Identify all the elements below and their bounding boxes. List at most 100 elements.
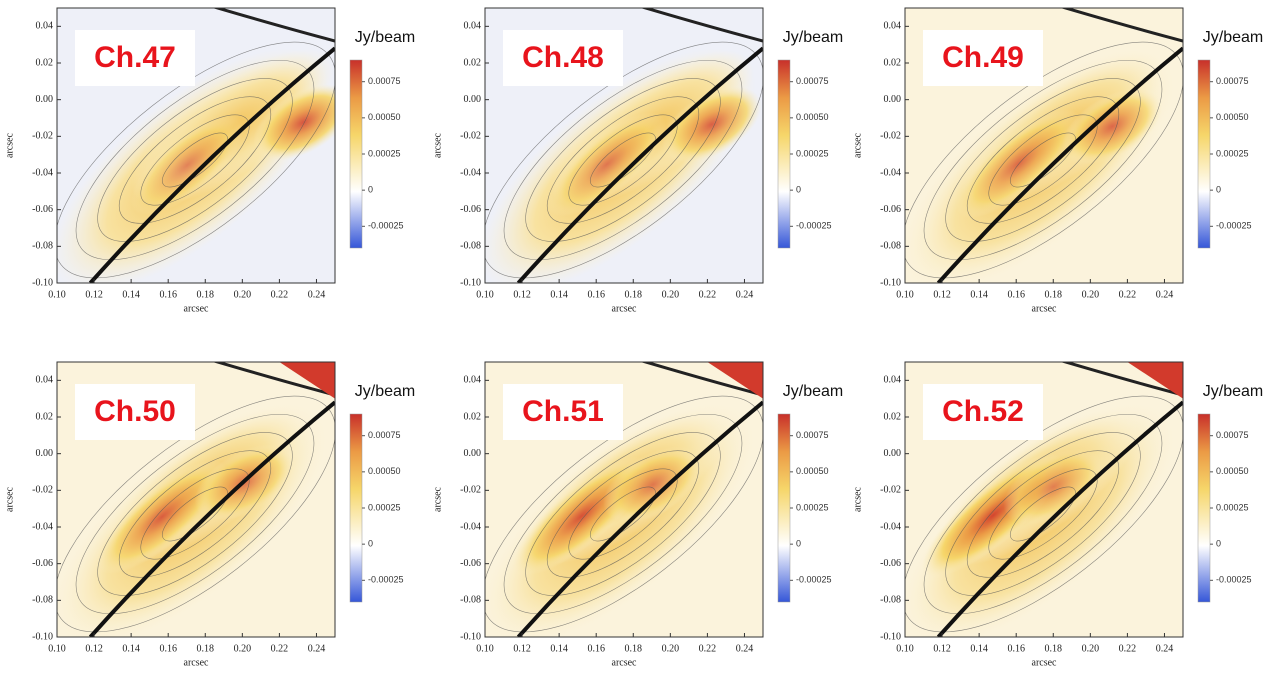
x-axis-label: arcsec [184, 303, 210, 314]
x-tick-label: 0.16 [159, 643, 177, 654]
hot-region [661, 86, 762, 163]
contour-field [485, 8, 763, 283]
x-tick-label: 0.22 [271, 289, 289, 300]
y-tick-label: -0.08 [460, 241, 481, 252]
y-tick-label: 0.04 [884, 375, 902, 386]
x-tick-label: 0.16 [159, 289, 177, 300]
x-tick-label: 0.24 [1156, 643, 1174, 654]
colorbar-tick-label: 0.00025 [368, 502, 401, 512]
y-axis-label: arcsec [432, 486, 443, 512]
title-box [75, 30, 195, 86]
colorbar-tick-label: 0.00075 [368, 430, 401, 440]
y-tick-label: -0.04 [32, 521, 53, 532]
y-tick-label: -0.10 [880, 277, 901, 288]
plot-frame [904, 361, 1184, 638]
colorbar-tick-label: -0.00025 [368, 575, 404, 585]
y-tick-label: -0.06 [880, 204, 901, 215]
title-box [923, 30, 1043, 86]
x-axis-label: arcsec [184, 657, 210, 668]
contour-field [57, 8, 335, 283]
y-tick-label: -0.04 [880, 167, 901, 178]
x-axis-label: arcsec [612, 303, 638, 314]
y-tick-label: 0.00 [464, 94, 482, 105]
x-tick-label: 0.18 [625, 289, 643, 300]
y-tick-label: 0.02 [36, 57, 54, 68]
colorbar [1197, 59, 1211, 249]
colorbar-tick-label: 0.00050 [796, 112, 829, 122]
x-tick-label: 0.16 [587, 289, 605, 300]
x-axis-label: arcsec [612, 657, 638, 668]
colorbar-tick-label: 0.00025 [1216, 502, 1249, 512]
x-tick-label: 0.16 [1007, 643, 1024, 654]
title-box [75, 384, 195, 440]
chart-title: Ch.51 [522, 395, 604, 428]
x-tick-label: 0.18 [1045, 643, 1063, 654]
title-box [503, 30, 623, 86]
critical-curve [516, 400, 763, 637]
x-tick-label: 0.10 [896, 643, 914, 654]
x-tick-label: 0.20 [662, 643, 680, 654]
y-tick-label: 0.00 [884, 448, 902, 459]
x-tick-label: 0.10 [476, 289, 494, 300]
contour-line [546, 450, 700, 578]
x-tick-label: 0.22 [699, 289, 717, 300]
panel: 0.10 0.12 0.14 0.16 0.18 0.20 0.22 0.24 -0.10 -0.… [432, 7, 843, 314]
colorbar-tick-label: 0.00050 [796, 466, 829, 476]
y-tick-label: -0.08 [880, 595, 901, 606]
y-tick-label: -0.02 [460, 131, 481, 142]
plot-frame [56, 7, 336, 284]
colorbar-tick-label: -0.00025 [796, 221, 832, 231]
y-axis-label: arcsec [4, 132, 15, 158]
colorbar [349, 59, 363, 249]
y-tick-label: 0.00 [36, 94, 54, 105]
y-tick-label: -0.08 [880, 241, 901, 252]
critical-curve [936, 46, 1183, 283]
x-tick-label: 0.16 [587, 643, 605, 654]
colorbar [777, 59, 791, 249]
hot-region [1003, 448, 1104, 525]
x-tick-label: 0.16 [1007, 289, 1024, 300]
hot-region [603, 446, 703, 523]
colorbar-tick-label: 0 [1216, 185, 1221, 195]
contour-line [546, 96, 700, 224]
critical-curve [212, 8, 335, 43]
x-tick-label: 0.12 [933, 289, 951, 300]
y-tick-label: -0.06 [460, 204, 481, 215]
x-tick-label: 0.18 [625, 643, 643, 654]
y-tick-label: -0.02 [32, 131, 53, 142]
contour-line [590, 132, 656, 188]
y-tick-label: -0.02 [880, 485, 901, 496]
contour-line [568, 114, 678, 206]
chart-title: Ch.50 [94, 395, 176, 428]
colorbar [777, 413, 791, 603]
x-tick-label: 0.10 [896, 289, 914, 300]
y-tick-label: -0.08 [460, 595, 481, 606]
chart-title: Ch.48 [522, 41, 604, 74]
critical-curve [640, 8, 763, 43]
hot-region [547, 112, 667, 217]
y-tick-label: -0.04 [32, 167, 53, 178]
y-tick-label: -0.06 [460, 558, 481, 569]
x-axis-label: arcsec [1032, 657, 1058, 668]
hot-region [1062, 88, 1163, 165]
contour-line [988, 468, 1098, 560]
colorbar-tick-label: 0 [368, 539, 373, 549]
chart-title: Ch.49 [942, 41, 1024, 74]
colorbar-label: Jy/beam [1203, 383, 1263, 400]
x-tick-label: 0.14 [122, 643, 140, 654]
y-tick-label: 0.00 [36, 448, 54, 459]
colorbar-tick-label: 0.00050 [368, 112, 401, 122]
colorbar-tick-label: 0.00075 [796, 76, 829, 86]
colorbar-label: Jy/beam [783, 29, 843, 46]
panel: 0.10 0.12 0.14 0.16 0.18 0.20 0.22 0.24 -0.10 -0.… [4, 7, 415, 314]
x-tick-label: 0.24 [308, 643, 326, 654]
panel: 0.10 0.12 0.14 0.16 0.18 0.20 0.22 0.24 -0.10 -0.… [852, 361, 1263, 668]
colorbar-tick-label: -0.00025 [796, 575, 832, 585]
x-tick-label: 0.10 [48, 643, 66, 654]
contour-line [966, 450, 1120, 578]
x-tick-label: 0.20 [1082, 643, 1100, 654]
colorbar-tick-label: 0.00075 [368, 76, 401, 86]
critical-curve [640, 362, 763, 397]
